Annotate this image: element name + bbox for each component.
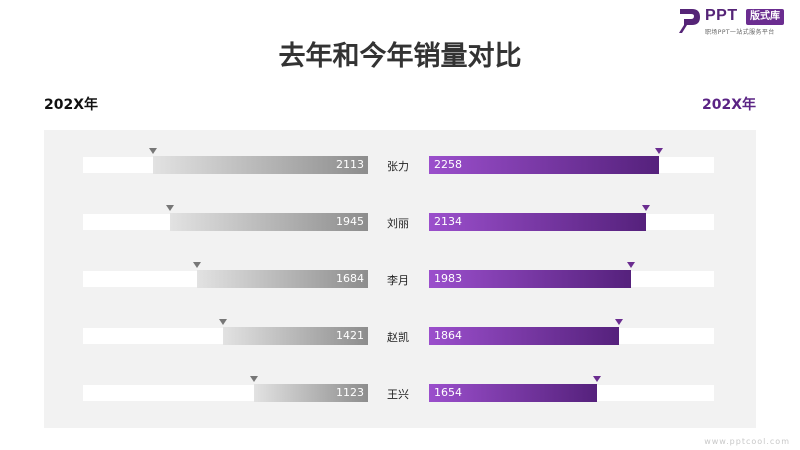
left-value-label: 1684 [336, 272, 364, 285]
year-label-right: 202X年 [701, 97, 756, 113]
right-value-label: 2258 [434, 158, 462, 171]
year-label-left: 202X年 [44, 97, 99, 113]
right-value-label: 2134 [434, 215, 462, 228]
logo-badge: 版式库 [746, 9, 784, 25]
left-bar [152, 156, 368, 174]
left-value-label: 1421 [336, 329, 364, 342]
left-marker-icon [166, 205, 175, 211]
left-value-label: 1945 [336, 215, 364, 228]
category-label: 赵凯 [387, 331, 409, 344]
right-marker-icon [626, 262, 635, 268]
right-value-label: 1983 [434, 272, 462, 285]
page-title: 去年和今年销量对比 [278, 41, 522, 72]
left-value-label: 2113 [336, 158, 364, 171]
right-marker-icon [614, 319, 623, 325]
left-bar [253, 384, 368, 402]
category-label: 张力 [387, 160, 409, 173]
right-bar [429, 213, 647, 231]
logo: PPT 版式库 职场PPT一站式服务平台 [678, 7, 798, 39]
left-marker-icon [148, 148, 157, 154]
left-marker-icon [249, 376, 258, 382]
right-bar [429, 327, 619, 345]
watermark: www.pptcool.com [704, 437, 790, 446]
right-marker-icon [642, 205, 651, 211]
right-value-label: 1654 [434, 386, 462, 399]
right-value-label: 1864 [434, 329, 462, 342]
left-bar [170, 213, 368, 231]
category-label: 王兴 [387, 388, 409, 401]
left-marker-icon [192, 262, 201, 268]
category-label: 刘丽 [387, 217, 409, 230]
category-label: 李月 [387, 274, 409, 287]
left-value-label: 1123 [336, 386, 364, 399]
left-bar [196, 270, 368, 288]
logo-brand: PPT [705, 7, 738, 24]
left-marker-icon [219, 319, 228, 325]
left-bar [223, 327, 368, 345]
right-marker-icon [593, 376, 602, 382]
logo-p-icon [679, 9, 700, 33]
right-bar [429, 156, 659, 174]
right-marker-icon [654, 148, 663, 154]
logo-tagline: 职场PPT一站式服务平台 [705, 29, 775, 36]
right-bar [429, 270, 631, 288]
right-bar [429, 384, 598, 402]
